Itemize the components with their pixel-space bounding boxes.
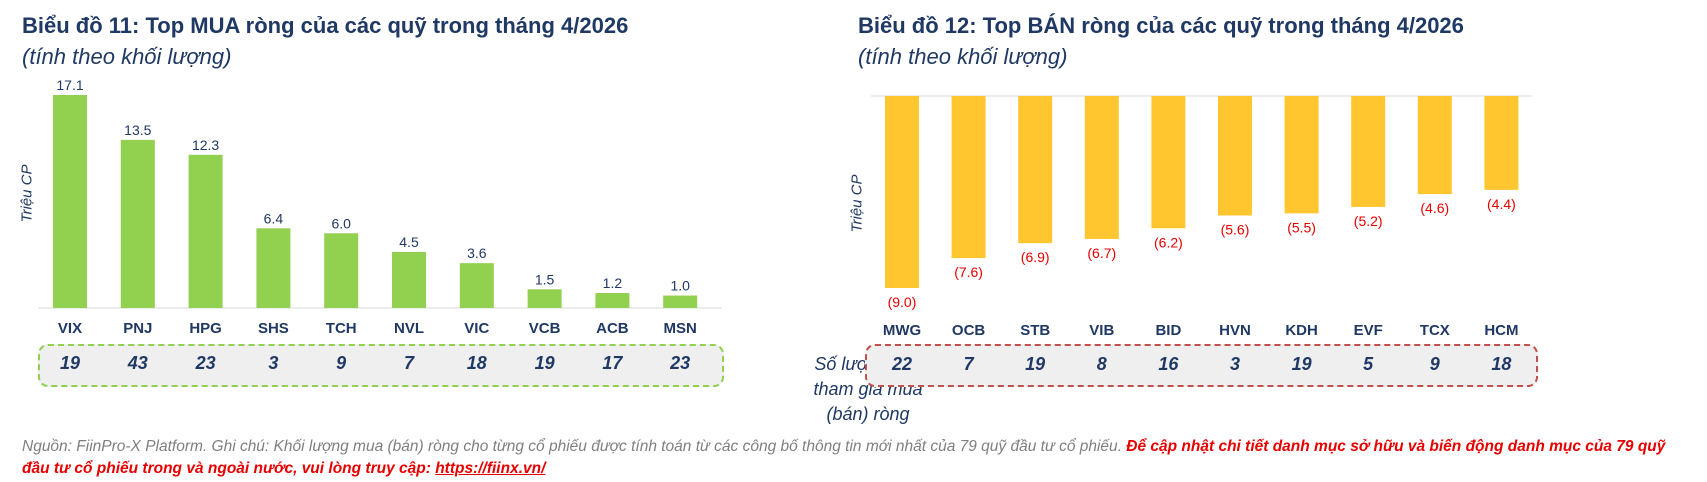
- data-label-vib: (6.7): [1087, 245, 1116, 261]
- left-chart-subtitle: (tính theo khối lượng): [22, 44, 232, 69]
- data-label-hvn: (5.6): [1221, 221, 1250, 237]
- right-bar-chart: (9.0) MWG (7.6) OCB (6.9) STB (6.7) VIB (6.2) BID…: [871, 95, 1532, 339]
- data-label-pnj: 13.5: [124, 122, 151, 138]
- data-label-tcx: (4.6): [1420, 200, 1449, 216]
- tick-label-evf: EVF: [1354, 322, 1383, 339]
- data-label-hcm: (4.4): [1487, 196, 1516, 212]
- fund-count-evf: 5: [1363, 354, 1374, 374]
- right-chart-subtitle: (tính theo khối lượng): [858, 44, 1068, 69]
- tick-label-acb: ACB: [596, 320, 629, 337]
- bar-hvn: [1218, 96, 1252, 216]
- data-label-vix: 17.1: [56, 77, 83, 93]
- tick-label-kdh: KDH: [1285, 322, 1318, 339]
- tick-label-ocb: OCB: [952, 322, 986, 339]
- tick-label-vcb: VCB: [529, 320, 561, 337]
- fund-count-hpg: 23: [195, 353, 216, 373]
- bar-stb: [1018, 96, 1053, 244]
- tick-label-mwg: MWG: [883, 322, 921, 339]
- data-label-kdh: (5.5): [1287, 219, 1316, 235]
- bar-tch: [324, 233, 359, 308]
- data-label-evf: (5.2): [1354, 213, 1383, 229]
- bar-pnj: [120, 139, 155, 308]
- bar-ocb: [951, 96, 986, 259]
- data-label-msn: 1.0: [670, 278, 690, 294]
- bar-vib: [1084, 96, 1119, 239]
- data-label-acb: 1.2: [603, 275, 623, 291]
- tick-label-hpg: HPG: [189, 320, 222, 337]
- data-label-stb: (6.9): [1021, 249, 1050, 265]
- fund-count-shs: 3: [268, 353, 279, 373]
- bar-hcm: [1484, 96, 1519, 190]
- fund-count-kdh: 19: [1291, 354, 1312, 374]
- bar-vix: [53, 95, 87, 308]
- left-fund-count-box: [38, 344, 724, 387]
- left-chart-title: Biểu đồ 11: Top MUA ròng của các quỹ tro…: [22, 13, 629, 38]
- right-y-axis-label: Triệu CP: [848, 174, 866, 233]
- tick-label-hvn: HVN: [1219, 322, 1251, 339]
- fund-count-nvl: 7: [403, 353, 414, 373]
- tick-label-msn: MSN: [664, 320, 697, 337]
- fund-count-mwg: 22: [891, 354, 913, 374]
- fund-count-ocb: 7: [963, 354, 974, 374]
- data-label-ocb: (7.6): [954, 264, 983, 280]
- fund-count-stb: 19: [1025, 354, 1046, 374]
- right-chart-title: Biểu đồ 12: Top BÁN ròng của các quỹ tro…: [858, 13, 1464, 38]
- tick-label-vib: VIB: [1089, 322, 1114, 339]
- bar-kdh: [1284, 96, 1319, 214]
- bar-shs: [256, 228, 291, 308]
- data-label-vic: 3.6: [467, 245, 487, 261]
- bar-evf: [1351, 96, 1386, 207]
- data-label-nvl: 4.5: [399, 234, 419, 250]
- footer-note: Nguồn: FiinPro-X Platform. Ghi chú: Khối…: [22, 436, 1687, 480]
- data-label-tch: 6.0: [331, 215, 351, 231]
- fund-count-vix: 19: [59, 353, 81, 373]
- footer-source: Nguồn: FiinPro-X Platform. Ghi chú: Khối…: [22, 438, 1122, 455]
- fund-count-vcb: 19: [534, 353, 555, 373]
- bar-hpg: [188, 154, 223, 308]
- data-label-bid: (6.2): [1154, 234, 1183, 250]
- bar-vic: [459, 263, 494, 308]
- bar-tcx: [1417, 96, 1452, 195]
- bar-msn: [663, 295, 698, 308]
- fund-count-hvn: 3: [1229, 354, 1240, 374]
- bar-nvl: [392, 251, 426, 308]
- fund-count-bid: 16: [1158, 354, 1179, 374]
- fund-count-pnj: 43: [127, 353, 148, 373]
- tick-label-stb: STB: [1020, 322, 1050, 339]
- data-label-vcb: 1.5: [535, 271, 555, 287]
- fund-count-vib: 8: [1096, 354, 1107, 374]
- right-fund-count-box: [865, 344, 1538, 387]
- tick-label-shs: SHS: [258, 320, 289, 337]
- bar-mwg: [885, 96, 919, 288]
- data-label-shs: 6.4: [264, 210, 284, 226]
- tick-label-nvl: NVL: [394, 320, 424, 337]
- tick-label-tcx: TCX: [1420, 322, 1450, 339]
- left-bar-chart: 17.1 VIX 13.5 PNJ 12.3 HPG 6.4 SHS 6.0 TCH 4.5 NVL 3…: [38, 77, 722, 337]
- fund-count-tch: 9: [336, 353, 347, 373]
- tick-label-pnj: PNJ: [123, 320, 152, 337]
- footer-cta: Để cập nhật chi tiết danh mục sở hữu và …: [22, 438, 1666, 477]
- fund-count-hcm: 18: [1491, 354, 1512, 374]
- tick-label-vix: VIX: [58, 320, 82, 337]
- bar-acb: [595, 293, 630, 308]
- tick-label-hcm: HCM: [1484, 322, 1518, 339]
- fund-count-vic: 18: [466, 353, 487, 373]
- footer-link[interactable]: https://fiinx.vn/: [435, 460, 546, 477]
- fund-count-acb: 17: [602, 353, 623, 373]
- tick-label-tch: TCH: [326, 320, 357, 337]
- tick-label-bid: BID: [1155, 322, 1181, 339]
- bar-bid: [1151, 96, 1186, 229]
- fund-count-tcx: 9: [1429, 354, 1440, 374]
- data-label-hpg: 12.3: [192, 137, 219, 153]
- data-label-mwg: (9.0): [888, 294, 917, 310]
- bar-vcb: [527, 289, 562, 308]
- tick-label-vic: VIC: [464, 320, 489, 337]
- fund-count-msn: 23: [670, 353, 691, 373]
